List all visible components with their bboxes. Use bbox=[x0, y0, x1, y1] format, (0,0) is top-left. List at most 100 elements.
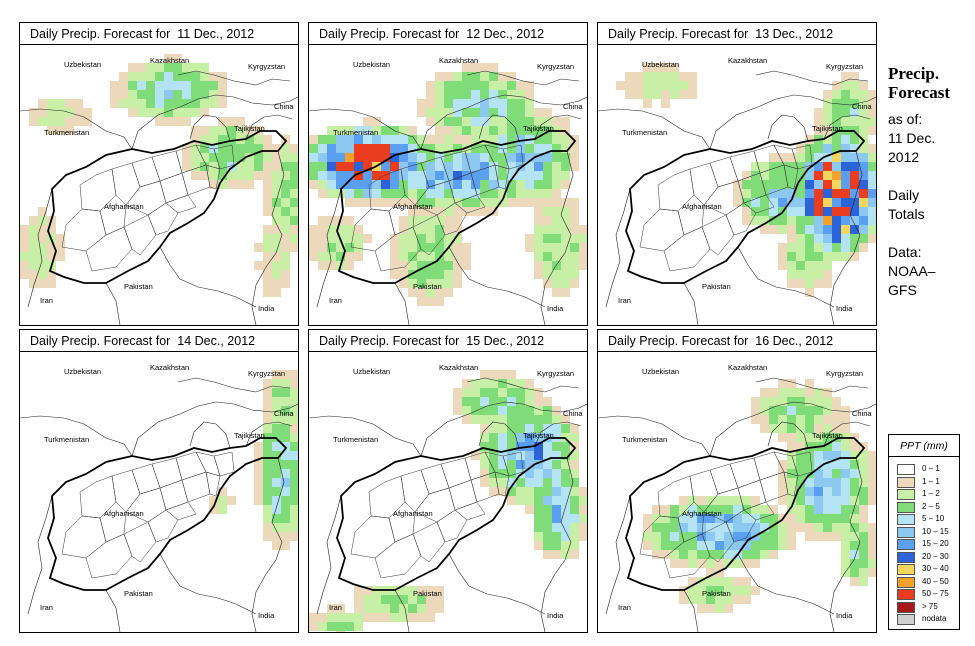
precip-cell bbox=[417, 162, 426, 171]
precip-cell bbox=[272, 288, 281, 297]
precip-cell bbox=[227, 162, 236, 171]
country-border bbox=[755, 377, 869, 393]
precip-cell bbox=[281, 388, 290, 397]
precip-cell bbox=[209, 180, 218, 189]
precip-cell bbox=[543, 478, 552, 487]
precip-cell bbox=[543, 261, 552, 270]
country-label-kyrgyzstan: Kyrgyzstan bbox=[826, 369, 863, 378]
precip-cell bbox=[318, 234, 327, 243]
precip-cell bbox=[263, 198, 272, 207]
precip-cell bbox=[525, 234, 534, 243]
precip-cell bbox=[119, 72, 128, 81]
precip-cell bbox=[688, 586, 697, 595]
precip-cell bbox=[462, 198, 471, 207]
precip-cell bbox=[742, 586, 751, 595]
precip-cell bbox=[859, 198, 868, 207]
precip-cell bbox=[805, 487, 814, 496]
precip-cell bbox=[354, 586, 363, 595]
precip-cell bbox=[859, 514, 868, 523]
country-border bbox=[251, 457, 285, 632]
precip-cell bbox=[29, 252, 38, 261]
precip-cell bbox=[435, 144, 444, 153]
precip-cell bbox=[841, 541, 850, 550]
precip-cell bbox=[444, 234, 453, 243]
precip-cell bbox=[859, 559, 868, 568]
legend-label: 15 – 20 bbox=[922, 539, 949, 548]
precip-cell bbox=[29, 270, 38, 279]
country-label-india: India bbox=[258, 304, 275, 313]
precip-cell bbox=[29, 117, 38, 126]
precip-cell bbox=[336, 135, 345, 144]
precip-cell bbox=[372, 189, 381, 198]
precip-cell bbox=[453, 279, 462, 288]
precip-cell bbox=[579, 514, 587, 523]
precip-cell bbox=[823, 153, 832, 162]
precip-cell bbox=[516, 388, 525, 397]
precip-cell bbox=[832, 243, 841, 252]
legend-label: > 75 bbox=[922, 601, 938, 611]
precip-cell bbox=[778, 433, 787, 442]
precip-cell bbox=[760, 216, 769, 225]
precip-cell bbox=[191, 126, 200, 135]
forecast-panel-4: Daily Precip. Forecast for 14 Dec., 2012… bbox=[19, 329, 299, 633]
precip-cell bbox=[796, 216, 805, 225]
precip-cell bbox=[570, 523, 579, 532]
precip-cell bbox=[327, 225, 336, 234]
precip-cell bbox=[462, 81, 471, 90]
precip-cell bbox=[760, 225, 769, 234]
precip-cell bbox=[218, 180, 227, 189]
precip-cell bbox=[841, 252, 850, 261]
precip-cell bbox=[751, 207, 760, 216]
precip-cell bbox=[489, 99, 498, 108]
precip-cell bbox=[309, 135, 318, 144]
precip-cell bbox=[670, 81, 679, 90]
precip-cell bbox=[841, 514, 850, 523]
precip-cell bbox=[561, 505, 570, 514]
precip-cell bbox=[823, 487, 832, 496]
precip-cell bbox=[787, 397, 796, 406]
precip-cell bbox=[552, 180, 561, 189]
precip-cell bbox=[119, 90, 128, 99]
precip-cell bbox=[760, 532, 769, 541]
precip-cell bbox=[787, 252, 796, 261]
precip-cell bbox=[543, 108, 552, 117]
precip-cell bbox=[570, 270, 579, 279]
precip-cell bbox=[805, 144, 814, 153]
precip-cell bbox=[182, 108, 191, 117]
precip-cell bbox=[480, 415, 489, 424]
precip-cell bbox=[462, 189, 471, 198]
precip-cell bbox=[552, 451, 561, 460]
precip-cell bbox=[507, 72, 516, 81]
precip-cell bbox=[859, 523, 868, 532]
precip-cell bbox=[435, 586, 444, 595]
precip-cell bbox=[480, 135, 489, 144]
precip-cell bbox=[489, 126, 498, 135]
precip-cell bbox=[263, 397, 272, 406]
precip-cell bbox=[507, 135, 516, 144]
precip-cell bbox=[453, 388, 462, 397]
precip-cell bbox=[778, 469, 787, 478]
precip-cell bbox=[236, 117, 245, 126]
precip-cell bbox=[679, 90, 688, 99]
precip-cell bbox=[859, 171, 868, 180]
country-label-china: China bbox=[563, 409, 583, 418]
precip-cell bbox=[336, 243, 345, 252]
precip-cell bbox=[525, 198, 534, 207]
precip-cell bbox=[263, 252, 272, 261]
forecast-panel-3: Daily Precip. Forecast for 13 Dec., 2012… bbox=[597, 22, 877, 326]
precip-cell bbox=[670, 532, 679, 541]
precip-cell bbox=[272, 153, 281, 162]
precip-cell bbox=[327, 153, 336, 162]
province-border bbox=[85, 226, 133, 272]
precip-cell bbox=[823, 216, 832, 225]
province-border bbox=[147, 509, 179, 543]
legend-swatch bbox=[897, 576, 915, 588]
precip-cell bbox=[507, 397, 516, 406]
precip-cell bbox=[625, 72, 634, 81]
precip-cell bbox=[83, 108, 92, 117]
precip-cell bbox=[245, 162, 254, 171]
precip-cell bbox=[498, 72, 507, 81]
country-label-kazakhstan: Kazakhstan bbox=[728, 363, 767, 372]
precip-cell bbox=[850, 243, 859, 252]
precip-cell bbox=[850, 451, 859, 460]
